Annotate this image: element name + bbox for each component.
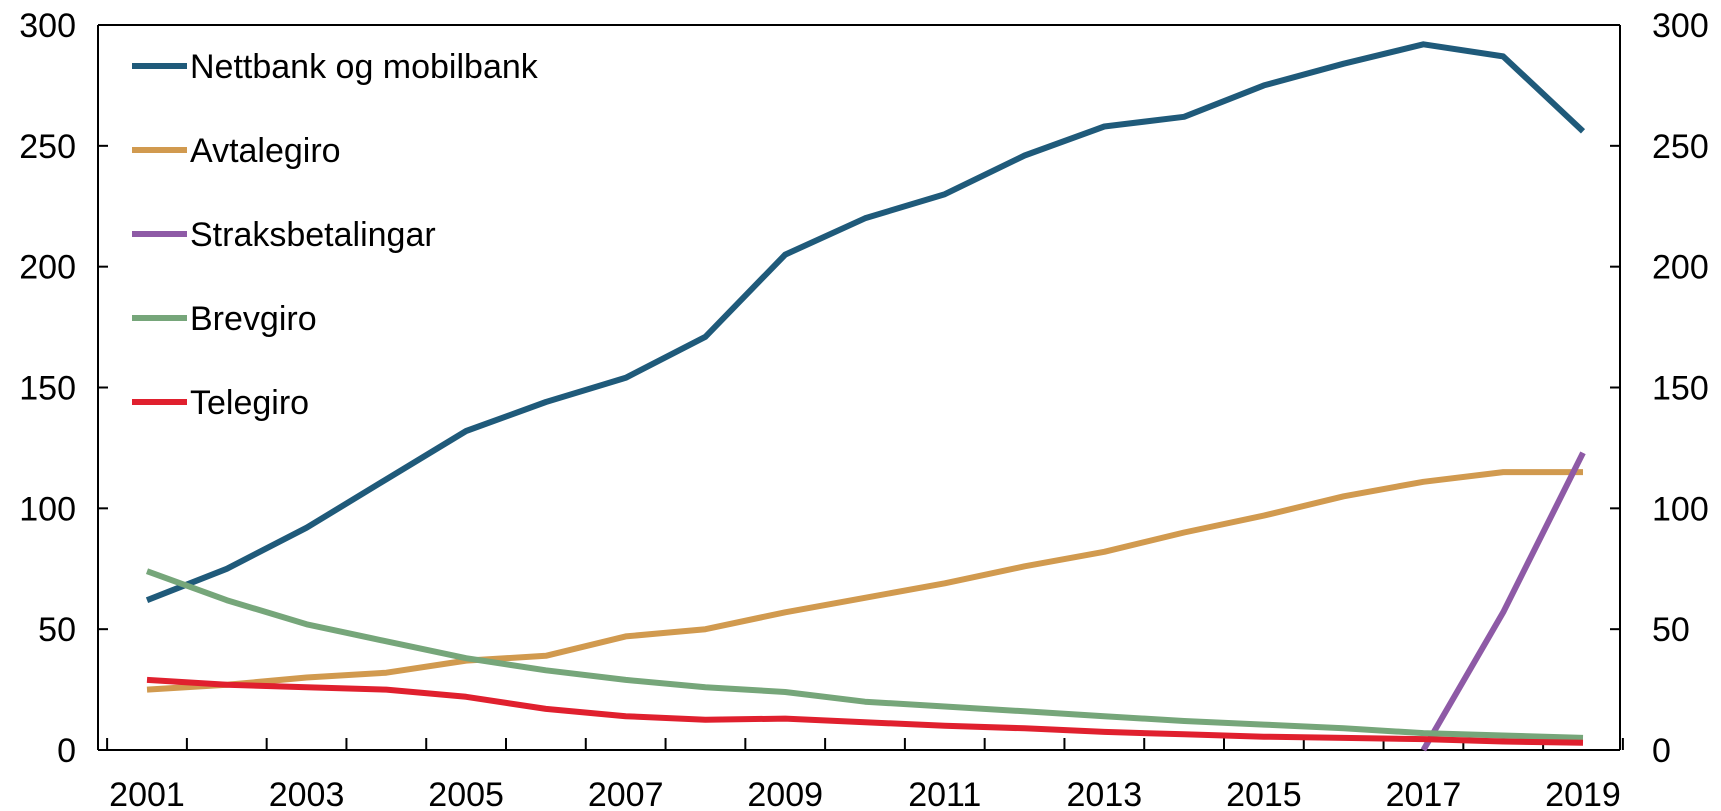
legend-label-4: Telegiro [190, 384, 309, 422]
x-tick-label: 2003 [269, 776, 345, 811]
right-y-tick-label: 200 [1652, 249, 1709, 287]
left-y-tick-label: 100 [19, 490, 76, 528]
x-tick-label: 2009 [747, 776, 823, 811]
series-layer [145, 41, 1586, 752]
legend-label-1: Avtalegiro [190, 132, 341, 170]
series-line-3 [145, 568, 1584, 741]
legend-label-3: Brevgiro [190, 300, 317, 338]
left-y-tick-label: 0 [57, 732, 76, 770]
left-y-tick-label: 150 [19, 370, 76, 408]
series-line-2 [1420, 451, 1586, 752]
right-y-tick-label: 0 [1652, 732, 1671, 770]
x-tick-label: 2019 [1545, 776, 1621, 811]
left-y-tick-label: 50 [38, 611, 76, 649]
x-tick-label: 2013 [1067, 776, 1143, 811]
series-line-1 [146, 469, 1583, 693]
legend-label-2: Straksbetalingar [190, 216, 436, 254]
left-y-tick-label: 250 [19, 128, 76, 166]
x-tick-label: 2001 [109, 776, 185, 811]
x-tick-label: 2007 [588, 776, 664, 811]
x-tick-label: 2015 [1226, 776, 1302, 811]
right-y-tick-label: 150 [1652, 370, 1709, 408]
right-y-tick-label: 50 [1652, 611, 1690, 649]
axes: 0 0 50 50 100 100 150 150 200 200 250 250 300 300 2001… [19, 7, 1708, 811]
left-y-tick-label: 300 [19, 7, 76, 45]
x-tick-label: 2005 [428, 776, 504, 811]
x-tick-label: 2011 [908, 776, 981, 811]
series-line-4 [146, 676, 1584, 746]
left-y-tick-label: 200 [19, 249, 76, 287]
x-tick-label: 2017 [1386, 776, 1462, 811]
series-line-0 [145, 41, 1586, 603]
right-y-tick-label: 100 [1652, 490, 1709, 528]
legend: Nettbank og mobilbank Avtalegiro Straksbet… [132, 48, 539, 422]
right-y-tick-label: 250 [1652, 128, 1709, 166]
right-y-tick-label: 300 [1652, 7, 1709, 45]
legend-label-0: Nettbank og mobilbank [190, 48, 539, 86]
